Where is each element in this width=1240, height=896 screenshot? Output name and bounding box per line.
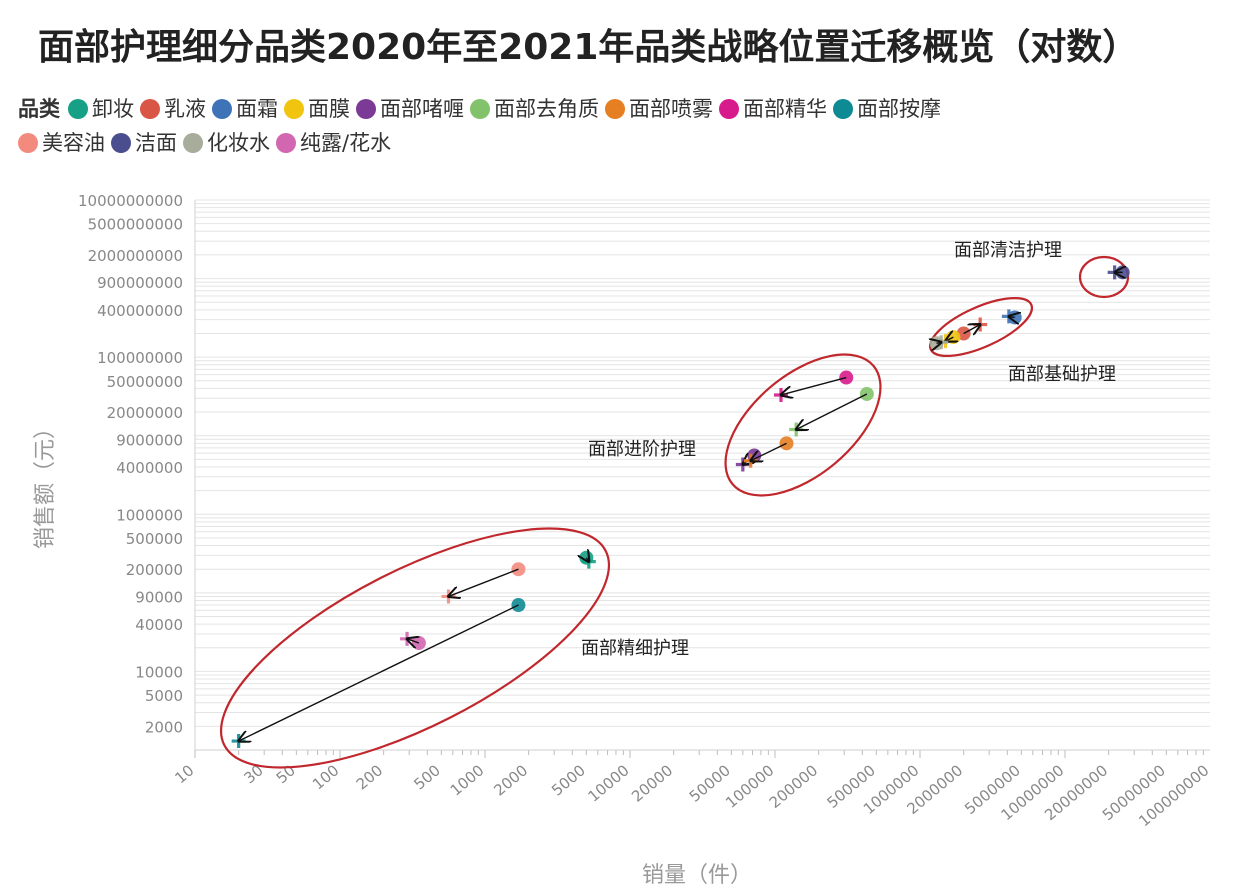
cluster-ellipse xyxy=(219,527,611,769)
migration-arrow xyxy=(963,325,981,334)
y-tick-label: 9000000 xyxy=(116,431,183,449)
migration-arrow xyxy=(937,342,942,343)
y-tick-label: 40000 xyxy=(135,616,183,634)
y-tick-label: 5000 xyxy=(145,687,183,705)
x-tick-label: 20000 xyxy=(628,761,676,805)
x-tick-label: 2000 xyxy=(490,761,531,799)
y-tick-label: 1000000 xyxy=(116,506,183,524)
x-tick-label: 1000 xyxy=(447,761,488,799)
y-tick-label: 100000000 xyxy=(97,349,183,367)
legend-label: 面霜 xyxy=(236,97,278,121)
legend-label: 面部去角质 xyxy=(494,97,599,121)
x-tick-label: 50 xyxy=(273,761,299,787)
legend-item: 乳液 xyxy=(140,92,206,126)
x-axis-title: 销量（件） xyxy=(642,863,752,888)
migration-arrow xyxy=(239,604,519,741)
x-tick-label: 5000 xyxy=(548,761,589,799)
y-tick-label: 90000 xyxy=(135,588,183,606)
legend-swatch xyxy=(183,133,203,153)
legend-label: 美容油 xyxy=(42,131,105,155)
legend-item: 纯露/花水 xyxy=(276,126,391,160)
legend-label: 面部喷雾 xyxy=(629,97,713,121)
migration-arrow xyxy=(1009,316,1015,317)
migration-arrow xyxy=(448,568,519,596)
legend-swatch xyxy=(833,99,853,119)
legend-label: 乳液 xyxy=(164,97,206,121)
y-tick-label: 500000 xyxy=(126,530,183,548)
legend-swatch xyxy=(212,99,232,119)
cluster-label: 面部清洁护理 xyxy=(954,240,1062,261)
legend: 品类 卸妆 乳液 面霜 面膜 面部啫喱 面部去角质 面部喷雾 面部精华 面部按摩 美容油 洁面 化妆水… xyxy=(18,92,1218,160)
legend-label: 面膜 xyxy=(308,97,350,121)
legend-label: 面部精华 xyxy=(743,97,827,121)
legend-label: 卸妆 xyxy=(92,97,134,121)
migration-arrow xyxy=(781,376,847,395)
cluster-label: 面部精细护理 xyxy=(581,638,689,659)
x-tick-label: 100 xyxy=(309,761,343,793)
legend-item: 面霜 xyxy=(212,92,278,126)
legend-swatch xyxy=(111,133,131,153)
legend-swatch xyxy=(470,99,490,119)
legend-title: 品类 xyxy=(18,97,60,121)
chart-title: 面部护理细分品类2020年至2021年品类战略位置迁移概览（对数） xyxy=(38,27,1139,68)
cluster-label: 面部进阶护理 xyxy=(588,439,696,460)
x-tick-label: 200000 xyxy=(766,761,821,812)
x-tick-label: 100000 xyxy=(722,761,777,812)
legend-item: 面部啫喱 xyxy=(356,92,464,126)
legend-swatch xyxy=(719,99,739,119)
y-tick-label: 900000000 xyxy=(97,274,183,292)
x-tick-label: 10 xyxy=(171,761,197,787)
legend-swatch xyxy=(284,99,304,119)
legend-label: 面部啫喱 xyxy=(380,97,464,121)
migration-arrow xyxy=(586,558,588,562)
migration-arrow xyxy=(751,442,787,460)
legend-item: 卸妆 xyxy=(68,92,134,126)
y-tick-label: 4000000 xyxy=(116,459,183,477)
y-tick-label: 200000 xyxy=(126,561,183,579)
y-tick-label: 2000000000 xyxy=(88,247,183,265)
legend-swatch xyxy=(68,99,88,119)
cluster-ellipse xyxy=(1078,255,1130,299)
migration-arrow xyxy=(796,393,868,430)
x-tick-label: 200 xyxy=(353,761,387,793)
y-tick-label: 10000000000 xyxy=(78,192,183,210)
cluster-label: 面部基础护理 xyxy=(1008,364,1116,385)
y-tick-label: 50000000 xyxy=(107,373,183,391)
x-tick-label: 500 xyxy=(410,761,444,793)
legend-item: 面部精华 xyxy=(719,92,827,126)
legend-swatch xyxy=(276,133,296,153)
y-tick-label: 20000000 xyxy=(107,404,183,422)
legend-item: 面部按摩 xyxy=(833,92,941,126)
legend-item: 化妆水 xyxy=(183,126,270,160)
legend-label: 洁面 xyxy=(135,131,177,155)
legend-swatch xyxy=(605,99,625,119)
y-tick-label: 400000000 xyxy=(97,302,183,320)
legend-swatch xyxy=(356,99,376,119)
y-axis-title: 销售额（元） xyxy=(33,417,58,549)
legend-label: 纯露/花水 xyxy=(300,131,392,155)
cluster-ellipse xyxy=(724,353,882,497)
y-tick-label: 2000 xyxy=(145,718,183,736)
legend-item: 面膜 xyxy=(284,92,350,126)
legend-swatch xyxy=(140,99,160,119)
legend-row: 品类 卸妆 乳液 面霜 面膜 面部啫喱 面部去角质 面部喷雾 面部精华 面部按摩 xyxy=(18,92,1218,126)
legend-item: 面部喷雾 xyxy=(605,92,713,126)
migration-arrow xyxy=(407,639,419,643)
migration-arrow xyxy=(946,337,954,341)
legend-item: 美容油 xyxy=(18,126,105,160)
legend-row: 美容油 洁面 化妆水 纯露/花水 xyxy=(18,126,1218,160)
y-tick-label: 5000000000 xyxy=(88,216,183,234)
legend-label: 面部按摩 xyxy=(857,97,941,121)
y-tick-label: 10000 xyxy=(135,663,183,681)
legend-item: 洁面 xyxy=(111,126,177,160)
x-tick-label: 10000 xyxy=(584,761,632,805)
legend-label: 化妆水 xyxy=(207,131,270,155)
legend-swatch xyxy=(18,133,38,153)
legend-item: 面部去角质 xyxy=(470,92,599,126)
